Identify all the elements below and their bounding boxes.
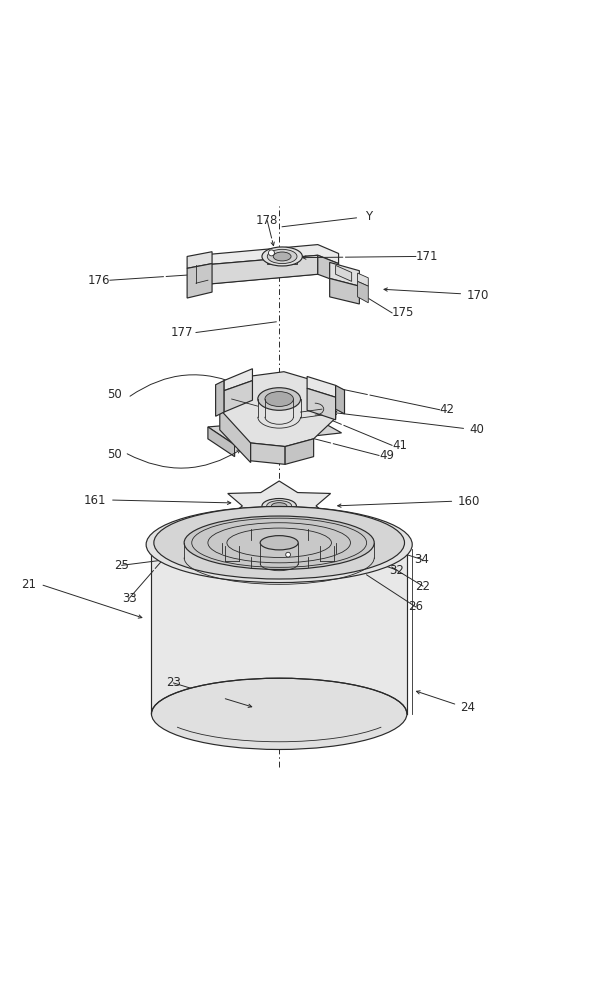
Text: 21: 21 xyxy=(21,578,36,591)
Polygon shape xyxy=(358,281,368,303)
Ellipse shape xyxy=(154,507,405,579)
Polygon shape xyxy=(228,481,331,531)
Ellipse shape xyxy=(184,516,374,569)
Polygon shape xyxy=(208,427,235,457)
Polygon shape xyxy=(330,278,359,304)
Text: 32: 32 xyxy=(389,564,405,577)
Text: 49: 49 xyxy=(379,449,394,462)
Text: 178: 178 xyxy=(256,214,279,227)
Circle shape xyxy=(286,552,290,557)
Polygon shape xyxy=(298,518,331,528)
Polygon shape xyxy=(318,255,339,282)
Polygon shape xyxy=(307,388,336,420)
Circle shape xyxy=(268,250,274,256)
Ellipse shape xyxy=(265,392,293,406)
Ellipse shape xyxy=(271,503,287,509)
Text: 160: 160 xyxy=(457,495,480,508)
Polygon shape xyxy=(307,376,336,397)
Text: 41: 41 xyxy=(392,439,407,452)
Polygon shape xyxy=(216,381,224,416)
Polygon shape xyxy=(151,548,407,714)
Polygon shape xyxy=(228,518,261,528)
Polygon shape xyxy=(187,264,212,298)
Polygon shape xyxy=(187,252,212,268)
Text: Y: Y xyxy=(365,210,372,223)
Polygon shape xyxy=(279,519,298,539)
Ellipse shape xyxy=(146,507,412,583)
Polygon shape xyxy=(285,439,314,464)
Polygon shape xyxy=(336,265,352,281)
Text: 161: 161 xyxy=(83,494,106,507)
Text: 50: 50 xyxy=(107,448,122,461)
Polygon shape xyxy=(224,369,252,391)
Ellipse shape xyxy=(273,252,291,261)
Ellipse shape xyxy=(267,249,297,264)
Polygon shape xyxy=(224,381,252,412)
Polygon shape xyxy=(316,506,331,527)
Ellipse shape xyxy=(151,678,407,749)
Text: 171: 171 xyxy=(416,250,438,263)
Text: 33: 33 xyxy=(230,538,245,551)
Text: 42: 42 xyxy=(440,403,454,416)
Text: 33: 33 xyxy=(122,592,137,605)
Ellipse shape xyxy=(262,247,302,266)
Polygon shape xyxy=(330,262,359,286)
Text: 175: 175 xyxy=(392,306,415,319)
Polygon shape xyxy=(358,273,368,286)
Polygon shape xyxy=(220,372,336,447)
Text: 22: 22 xyxy=(415,580,431,593)
Polygon shape xyxy=(251,443,285,464)
Text: 50: 50 xyxy=(107,388,122,401)
Ellipse shape xyxy=(262,499,296,513)
Polygon shape xyxy=(267,256,297,264)
Ellipse shape xyxy=(267,501,292,511)
Text: 26: 26 xyxy=(408,600,424,613)
Ellipse shape xyxy=(260,536,298,550)
Polygon shape xyxy=(208,418,342,445)
Polygon shape xyxy=(228,506,242,527)
Text: 176: 176 xyxy=(87,274,110,287)
Text: 34: 34 xyxy=(414,553,429,566)
Ellipse shape xyxy=(258,388,301,410)
Text: 24: 24 xyxy=(460,701,475,714)
Polygon shape xyxy=(220,409,251,463)
Text: 177: 177 xyxy=(171,326,194,339)
Text: 32: 32 xyxy=(179,546,195,559)
Polygon shape xyxy=(199,255,318,285)
Polygon shape xyxy=(336,385,345,414)
Polygon shape xyxy=(199,245,339,265)
Text: 170: 170 xyxy=(466,289,489,302)
Text: 23: 23 xyxy=(166,676,181,689)
Text: 40: 40 xyxy=(469,423,484,436)
Text: 25: 25 xyxy=(114,559,129,572)
